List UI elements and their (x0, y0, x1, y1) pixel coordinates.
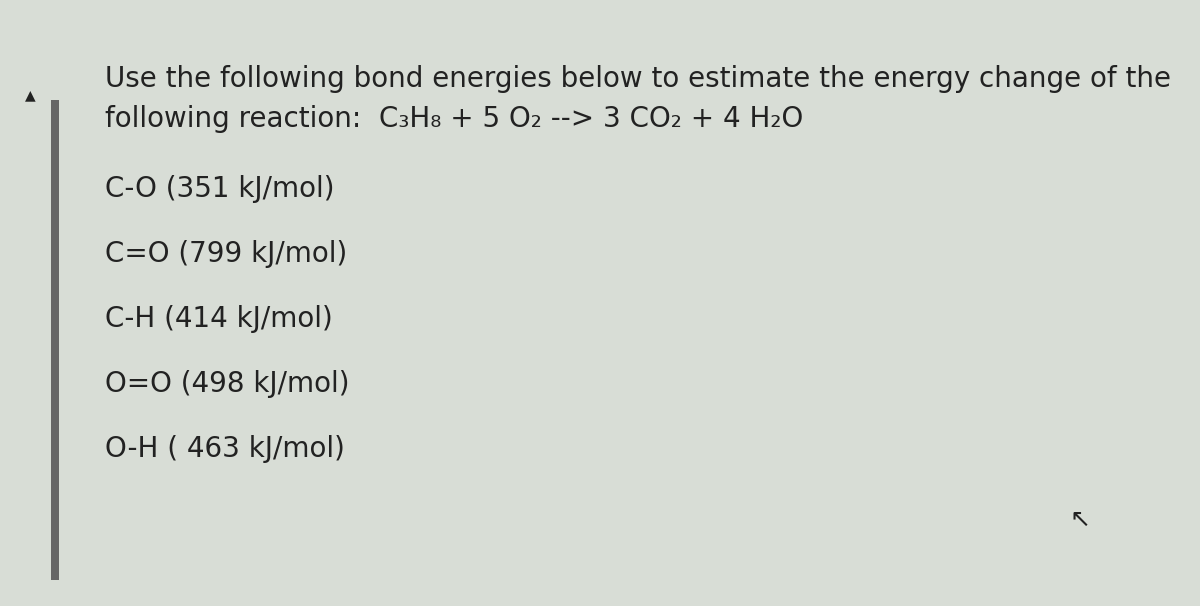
Text: Use the following bond energies below to estimate the energy change of the: Use the following bond energies below to… (106, 65, 1171, 93)
Text: ▲: ▲ (25, 88, 35, 102)
Text: C-H (414 kJ/mol): C-H (414 kJ/mol) (106, 305, 332, 333)
Text: following reaction:  C₃H₈ + 5 O₂ --> 3 CO₂ + 4 H₂O: following reaction: C₃H₈ + 5 O₂ --> 3 CO… (106, 105, 803, 133)
Text: ↖: ↖ (1069, 508, 1091, 532)
Text: C=O (799 kJ/mol): C=O (799 kJ/mol) (106, 240, 347, 268)
Text: O=O (498 kJ/mol): O=O (498 kJ/mol) (106, 370, 349, 398)
Text: C-O (351 kJ/mol): C-O (351 kJ/mol) (106, 175, 335, 203)
Bar (50, 100, 59, 580)
Text: O-H ( 463 kJ/mol): O-H ( 463 kJ/mol) (106, 435, 344, 463)
